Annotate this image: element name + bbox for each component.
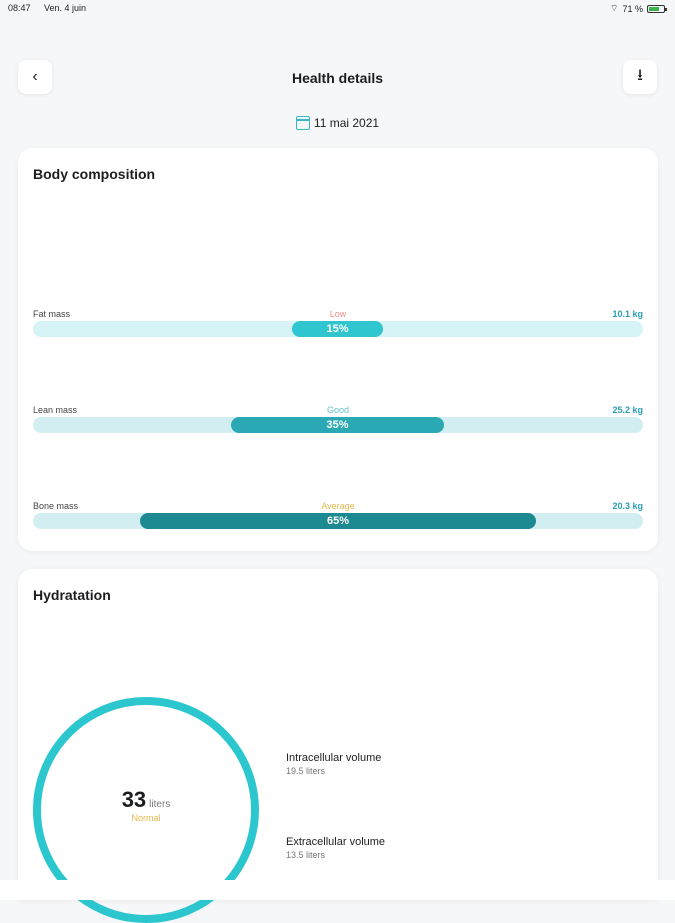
bone-mass-track: 65% (33, 513, 643, 529)
wifi-icon: ⌔ (610, 3, 619, 13)
status-right: ⌔ 71 % (610, 3, 667, 14)
date-selector[interactable]: 11 mai 2021 (0, 116, 675, 130)
bone-mass-bar: 65% (140, 513, 536, 529)
status-time: 08:47 (8, 3, 31, 13)
fat-mass-label: Fat mass (33, 309, 71, 319)
fat-mass-value: 10.1 kg (612, 309, 643, 319)
chevron-left-icon: ‹ (32, 68, 38, 85)
lean-mass-track: 35% (33, 417, 643, 433)
fat-mass-status: Low (329, 309, 347, 319)
extracellular-value: 13.5 liters (286, 850, 326, 860)
extracellular-volume: Extracellular volume 13.5 liters (286, 836, 385, 860)
hydration-status: Normal (131, 813, 161, 823)
status-date: Ven. 4 juin (44, 3, 87, 13)
body-composition-card: Body composition Fat mass Low 10.1 kg 15… (18, 148, 658, 551)
intracellular-value: 19.5 liters (286, 766, 326, 776)
lean-mass-value: 25.2 kg (612, 405, 643, 415)
fat-mass-track: 15% (33, 321, 643, 337)
bone-mass-value: 20.3 kg (612, 501, 643, 511)
lean-mass-status: Good (326, 405, 350, 415)
battery-percent: 71 % (622, 3, 643, 14)
hydration-number: 33 (121, 787, 147, 812)
calendar-icon (295, 116, 310, 130)
bone-mass-label: Bone mass (33, 501, 79, 511)
lean-mass-bar: 35% (231, 417, 444, 433)
extracellular-label: Extracellular volume (286, 836, 386, 848)
fat-mass-bar: 15% (292, 321, 383, 337)
lean-mass-label: Lean mass (33, 405, 78, 415)
bone-mass-status: Average (321, 501, 355, 511)
page-title: Health details (291, 70, 384, 86)
hydration-unit: liters (149, 799, 171, 810)
bottom-edge (0, 880, 675, 900)
download-icon: ⭳ (637, 66, 643, 84)
hydration-title: Hydratation (33, 587, 111, 603)
download-button[interactable]: ⭳ (623, 60, 657, 94)
body-composition-title: Body composition (33, 166, 156, 182)
hydration-value: 33 liters Normal (33, 787, 259, 823)
status-bar: 08:47 Ven. 4 juin ⌔ 71 % (0, 0, 675, 18)
hydration-card: Hydratation 33 liters Normal Intracellula… (18, 569, 658, 923)
battery-icon (647, 4, 667, 13)
back-button[interactable]: ‹ (18, 60, 52, 94)
intracellular-label: Intracellular volume (286, 752, 382, 764)
intracellular-volume: Intracellular volume 19.5 liters (286, 752, 381, 776)
selected-date: 11 mai 2021 (313, 116, 380, 130)
